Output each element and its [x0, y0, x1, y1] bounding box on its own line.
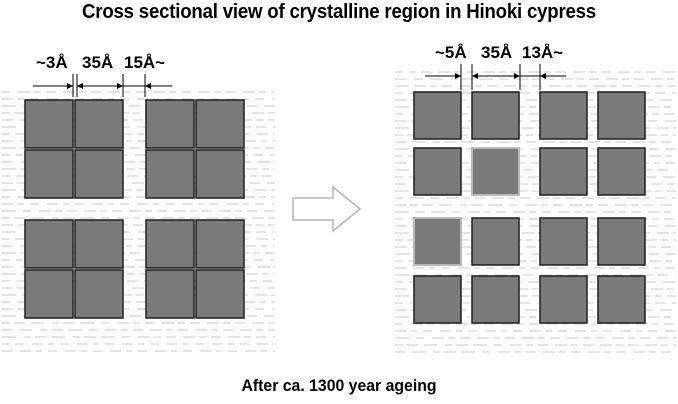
dimension-arrowhead	[472, 73, 478, 79]
left-crystal-grid	[24, 99, 245, 319]
crystallite	[195, 269, 245, 319]
crystallite	[74, 99, 124, 149]
dimension-markers	[33, 64, 566, 97]
crystallite	[195, 219, 245, 269]
right-spacing-label: 13Å~	[522, 43, 564, 62]
right-crystal-grid	[413, 91, 646, 324]
crystallite	[74, 219, 124, 269]
crystallite	[539, 91, 588, 140]
crystallite	[145, 99, 195, 149]
left-spacing-label: 15Å~	[124, 53, 166, 72]
crystallite	[195, 149, 245, 199]
degraded-crystallite	[413, 217, 462, 266]
crystallite	[24, 149, 74, 199]
crystallite	[145, 219, 195, 269]
right-gap-label: ~5Å	[435, 43, 467, 62]
right-crystal-width-label: 35Å	[481, 43, 513, 62]
dimension-arrowhead	[514, 73, 520, 79]
crystallite	[597, 91, 646, 140]
crystallite	[539, 217, 588, 266]
dimension-arrowhead	[67, 83, 73, 89]
left-gap-label: ~3Å	[36, 53, 68, 72]
left-crystal-width-label: 35Å	[82, 53, 114, 72]
crystallite	[471, 91, 520, 140]
crystallite	[195, 99, 245, 149]
crystallite	[24, 99, 74, 149]
dimension-arrowhead	[455, 73, 461, 79]
crystallite	[471, 217, 520, 266]
degraded-crystallite	[471, 147, 520, 196]
right-arrow-icon	[292, 185, 362, 233]
crystallite	[539, 275, 588, 324]
crystallite	[597, 275, 646, 324]
crystallite	[24, 219, 74, 269]
crystallite	[597, 147, 646, 196]
crystallite	[145, 269, 195, 319]
crystallite	[74, 269, 124, 319]
crystallite	[145, 149, 195, 199]
dimension-arrowhead	[117, 83, 123, 89]
diagram-title: Cross sectional view of crystalline regi…	[82, 1, 596, 23]
dimension-arrowhead	[77, 83, 83, 89]
diagram-caption: After ca. 1300 year ageing	[241, 376, 437, 395]
crystallite	[74, 149, 124, 199]
crystallite	[471, 275, 520, 324]
crystallite	[24, 269, 74, 319]
crystallite	[413, 91, 462, 140]
crystallite	[597, 217, 646, 266]
crystallite	[539, 147, 588, 196]
crystallite	[413, 147, 462, 196]
crystallite	[413, 275, 462, 324]
